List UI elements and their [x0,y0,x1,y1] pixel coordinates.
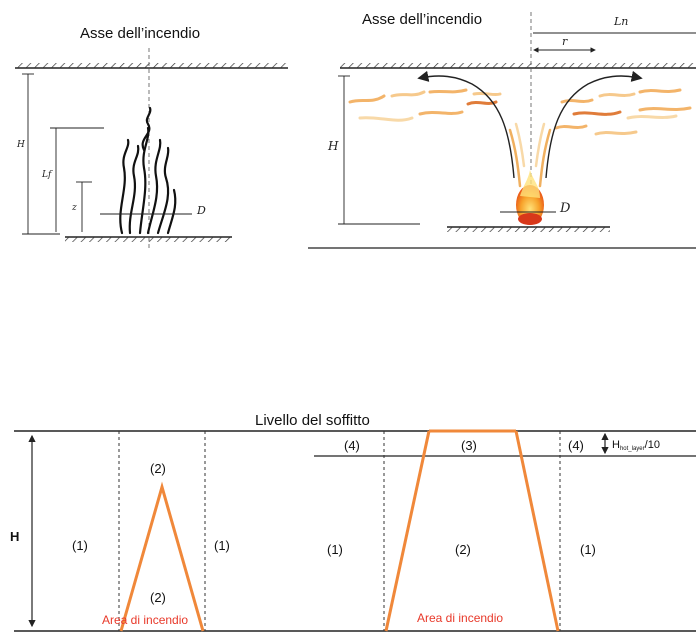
fig3-left-zone-1-left: (1) [72,538,88,553]
fig2-label-D: D [559,201,571,216]
fig3-right-plume-right-edge [514,430,560,632]
fig1-plume-diagram: Asse dell’incendio H Lf z [15,25,288,248]
fig3-ceiling-label: Livello del soffitto [255,412,370,429]
fig3-right-zone-3: (3) [461,438,477,453]
fig3-zone-model-diagram: Livello del soffitto H (1) (2) (2) (1) A… [10,412,696,632]
fig1-floor-hatch [65,237,232,242]
fig2-plume-streaks [508,122,552,188]
fig1-label-H: H [16,140,25,150]
fig3-right-fire-area: Area di incendio [417,611,503,625]
fig2-ceiling-hatch [340,63,696,68]
fig1-title: Asse dell’incendio [80,25,200,42]
fig2-title: Asse dell’incendio [362,11,482,28]
fig2-ceiling-jet-diagram: Asse dell’incendio Ln r H [308,11,696,249]
fig2-label-r: r [562,35,568,48]
fig2-flow-arrow-right [545,70,643,179]
fig3-left-plume-triangle [119,481,205,632]
fig2-floor-hatch [447,227,610,232]
fig3-right-zone-4-right: (4) [568,438,584,453]
fig3-right-zone-4-left: (4) [344,438,360,453]
fig3-label-H: H [10,529,19,544]
fig2-flow-arrow-left [417,70,515,179]
fig1-label-z: z [71,203,77,213]
fig3-hot-layer-label: Hhot_layer/10 [612,439,660,452]
fig1-flame-sketch [119,106,177,235]
fig2-smoke-streaks [348,88,692,136]
fig1-label-D: D [196,204,206,217]
fig3-right-zone-1-right: (1) [580,542,596,557]
fig2-label-Ln: Ln [613,15,628,28]
fig3-left-zone-1-right: (1) [214,538,230,553]
fig1-label-Lf: Lf [41,170,53,180]
fig3-right-zone-2: (2) [455,542,471,557]
fig2-label-H: H [327,139,339,153]
fig3-left-zone-2-bottom: (2) [150,590,166,605]
fig3-left-zone-2-top: (2) [150,461,166,476]
fig1-ceiling-hatch [15,63,288,68]
fig2-fire-base [518,213,542,225]
fig3-right-plume-left-edge [384,430,431,632]
fig3-left-fire-area: Area di incendio [102,613,188,627]
fig3-right-zone-1-left: (1) [327,542,343,557]
